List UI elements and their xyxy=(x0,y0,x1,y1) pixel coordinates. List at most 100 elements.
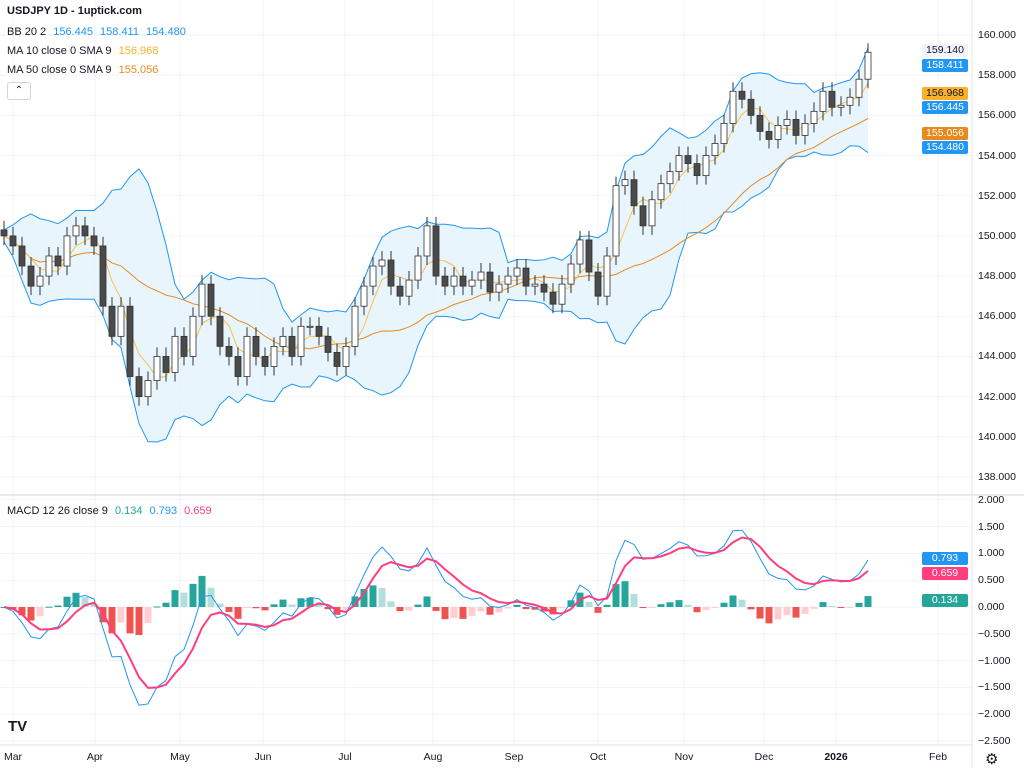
macd-histogram-bar xyxy=(18,607,26,616)
candle-up xyxy=(342,345,350,367)
candle-up xyxy=(378,259,386,267)
macd-histogram-bar xyxy=(234,607,242,619)
candle-down xyxy=(180,335,188,357)
candle-down xyxy=(234,356,242,377)
chart-title: USDJPY 1D - 1uptick.com xyxy=(7,5,142,17)
macd-histogram-bar xyxy=(801,607,809,614)
price-tick-label: 150.000 xyxy=(978,229,1016,242)
price-tick-label: 154.000 xyxy=(978,149,1016,162)
candle-down xyxy=(315,325,323,337)
macd-histogram-bar xyxy=(279,599,287,607)
macd-tick-label: −0.500 xyxy=(978,627,1011,640)
macd-value: 0.793 xyxy=(149,505,178,517)
candle-down xyxy=(9,235,17,247)
macd-histogram-bar xyxy=(342,607,350,610)
candle-up xyxy=(405,279,413,297)
macd-histogram-bar xyxy=(837,607,845,608)
macd-histogram-bar xyxy=(675,600,683,607)
macd-histogram-bar xyxy=(216,603,224,607)
candle-up xyxy=(351,305,359,347)
ma50-line xyxy=(3,117,869,350)
macd-histogram-bar xyxy=(738,599,746,607)
macd-histogram-bar xyxy=(324,607,332,610)
ma10-value: 156.968 xyxy=(118,45,159,57)
candle-down xyxy=(756,114,764,132)
candle-down xyxy=(684,155,692,164)
macd-histogram-bar xyxy=(603,604,611,607)
settings-gear-icon[interactable]: ⚙ xyxy=(985,751,999,768)
candle-down xyxy=(90,235,98,247)
macd-histogram-bar xyxy=(630,594,638,607)
macd-histogram-bar xyxy=(162,602,170,607)
macd-tick-label: 0.000 xyxy=(978,601,1005,613)
candle-up xyxy=(801,122,809,136)
macd-histogram-bar xyxy=(855,602,863,607)
candle-up xyxy=(729,90,737,124)
macd-histogram-bar xyxy=(693,607,701,613)
candle-up xyxy=(477,271,485,281)
candle-down xyxy=(549,291,557,305)
ma10-label: MA 10 close 0 SMA 9 xyxy=(7,45,112,57)
price-tick-label: 156.000 xyxy=(978,109,1016,122)
candle-down xyxy=(333,352,341,367)
candle-down xyxy=(27,265,35,287)
candle-down xyxy=(387,259,395,287)
bb-lower-line xyxy=(3,145,869,443)
tradingview-logo[interactable]: TV xyxy=(8,718,28,735)
candle-up xyxy=(243,335,251,377)
candle-down xyxy=(432,225,440,277)
macd-histogram-bar xyxy=(135,607,143,636)
candle-down xyxy=(225,345,233,357)
time-tick-label: Mar xyxy=(3,751,23,763)
price-tick-label: 140.000 xyxy=(978,430,1016,443)
macd-histogram-bar xyxy=(450,607,458,618)
candle-up xyxy=(855,78,863,98)
chevron-up-icon: ⌃ xyxy=(14,85,24,96)
bb-upper-value: 158.411 xyxy=(100,26,139,38)
collapse-legend-button[interactable]: ⌃ xyxy=(7,82,31,100)
macd-label: MACD 12 26 close 9 xyxy=(7,505,108,517)
macd-histogram-bar xyxy=(864,596,872,607)
macd-histogram-bar xyxy=(81,596,89,607)
candle-up xyxy=(567,263,575,285)
macd-histogram-bar xyxy=(360,588,368,607)
candle-up xyxy=(414,255,422,281)
candle-down xyxy=(324,335,332,353)
candle-up xyxy=(153,356,161,381)
signal-tag: 0.659 xyxy=(922,567,968,580)
macd-line xyxy=(3,529,869,706)
price-tick-label: 138.000 xyxy=(978,470,1016,483)
candle-up xyxy=(306,325,314,328)
candle-down xyxy=(522,267,530,287)
macd-histogram-bar xyxy=(315,602,323,607)
macd-histogram-bar xyxy=(639,607,647,609)
candle-up xyxy=(468,279,476,287)
candle-up xyxy=(576,239,584,265)
macd-histogram-bar xyxy=(522,607,530,610)
macd-histogram-bar xyxy=(540,607,548,612)
candle-down xyxy=(288,335,296,357)
macd-histogram-bar xyxy=(720,602,728,607)
candle-down xyxy=(99,245,107,307)
candle-down xyxy=(639,205,647,227)
candle-down xyxy=(828,90,836,108)
candle-up xyxy=(666,171,674,185)
macd-histogram-bar xyxy=(378,588,386,607)
candle-down xyxy=(261,356,269,367)
candle-up xyxy=(279,335,287,347)
ma50-value: 155.056 xyxy=(118,64,159,76)
time-tick-label: Oct xyxy=(589,751,607,763)
macd-histogram-bar xyxy=(513,604,521,607)
candle-up xyxy=(450,275,458,287)
macd-histogram-bar xyxy=(288,604,296,607)
time-tick-label: Sep xyxy=(504,751,524,763)
last-price-tag: 159.140 xyxy=(922,44,968,57)
signal-line xyxy=(3,536,869,689)
macd-histogram-bar xyxy=(369,585,377,607)
price-tick-label: 144.000 xyxy=(978,350,1016,363)
macd-tick-label: 1.000 xyxy=(978,547,1005,560)
bb-legend: BB 20 2 156.445 158.411 154.480 xyxy=(7,26,190,38)
candle-up xyxy=(423,225,431,257)
macd-histogram-bar xyxy=(612,584,620,607)
